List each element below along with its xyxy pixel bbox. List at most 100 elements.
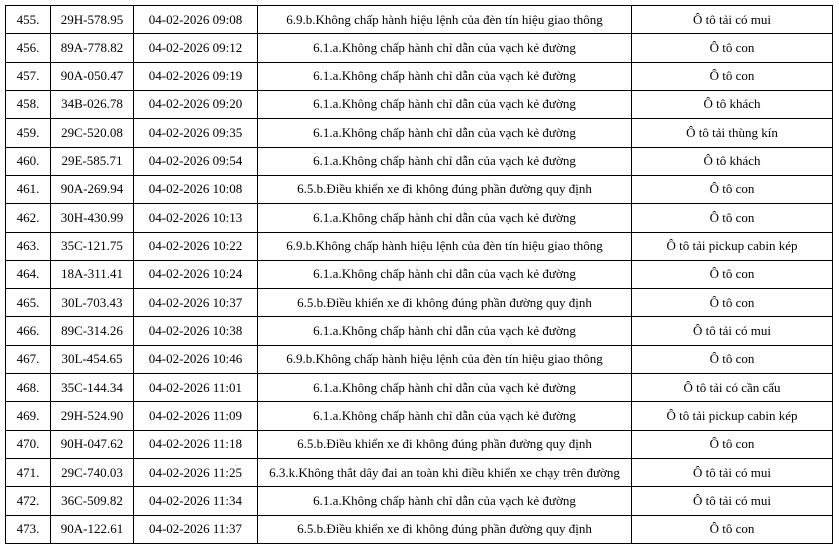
cell-license-plate: 30L-703.43: [50, 288, 134, 318]
table-row: 470. 90H-047.62 04-02-2026 11:18 6.5.b.Điều…: [5, 429, 833, 460]
cell-violation-datetime: 04-02-2026 10:22: [133, 231, 258, 261]
table-row: 468. 35C-144.34 04-02-2026 11:01 6.1.a.Khôn…: [5, 373, 833, 403]
cell-row-number: 467.: [5, 344, 51, 375]
cell-vehicle-type: Ô tô tải có mui: [631, 4, 833, 35]
cell-vehicle-type: Ô tô tải thùng kín: [631, 118, 833, 148]
cell-violation-description: 6.1.a.Không chấp hành chỉ dẫn của vạch k…: [257, 61, 632, 91]
table-row: 466. 89C-314.26 04-02-2026 10:38 6.1.a.Khôn…: [5, 316, 833, 346]
cell-vehicle-type: Ô tô tải có mui: [631, 316, 833, 346]
cell-violation-datetime: 04-02-2026 10:24: [133, 259, 258, 290]
cell-license-plate: 90H-047.62: [50, 429, 134, 460]
table-row: 462. 30H-430.99 04-02-2026 10:13 6.1.a.Khôn…: [5, 203, 833, 233]
cell-violation-datetime: 04-02-2026 09:54: [133, 146, 258, 176]
table-row: 465. 30L-703.43 04-02-2026 10:37 6.5.b.Điều…: [5, 288, 833, 318]
cell-vehicle-type: Ô tô con: [631, 259, 833, 290]
cell-row-number: 462.: [5, 203, 51, 233]
cell-row-number: 472.: [5, 486, 51, 516]
cell-violation-datetime: 04-02-2026 11:25: [133, 457, 258, 488]
cell-license-plate: 89A-778.82: [50, 33, 134, 63]
cell-violation-datetime: 04-02-2026 09:19: [133, 61, 258, 91]
cell-violation-datetime: 04-02-2026 11:18: [133, 429, 258, 460]
cell-license-plate: 90A-050.47: [50, 61, 134, 91]
cell-violation-description: 6.1.a.Không chấp hành chỉ dẫn của vạch k…: [257, 203, 632, 233]
cell-row-number: 456.: [5, 33, 51, 63]
cell-vehicle-type: Ô tô con: [631, 203, 833, 233]
cell-violation-description: 6.1.a.Không chấp hành chỉ dẫn của vạch k…: [257, 89, 632, 120]
cell-vehicle-type: Ô tô con: [631, 61, 833, 91]
cell-row-number: 463.: [5, 231, 51, 261]
violations-table: 455. 29H-578.95 04-02-2026 09:08 6.9.b.Khôn…: [5, 4, 833, 545]
cell-vehicle-type: Ô tô tải có mui: [631, 486, 833, 516]
cell-violation-description: 6.1.a.Không chấp hành chỉ dẫn của vạch k…: [257, 373, 632, 403]
cell-violation-description: 6.9.b.Không chấp hành hiệu lệnh của đèn …: [257, 4, 632, 35]
cell-license-plate: 29C-520.08: [50, 118, 134, 148]
cell-violation-description: 6.3.k.Không thắt dây đai an toàn khi điề…: [257, 457, 632, 488]
cell-violation-datetime: 04-02-2026 09:08: [133, 4, 258, 35]
cell-violation-description: 6.9.b.Không chấp hành hiệu lệnh của đèn …: [257, 344, 632, 375]
table-row: 469. 29H-524.90 04-02-2026 11:09 6.1.a.Khôn…: [5, 401, 833, 431]
cell-license-plate: 29H-524.90: [50, 401, 134, 431]
cell-vehicle-type: Ô tô tải có mui: [631, 457, 833, 488]
table-row: 455. 29H-578.95 04-02-2026 09:08 6.9.b.Khôn…: [5, 4, 833, 35]
table-row: 460. 29E-585.71 04-02-2026 09:54 6.1.a.Khôn…: [5, 146, 833, 176]
cell-violation-datetime: 04-02-2026 11:37: [133, 514, 258, 545]
cell-violation-datetime: 04-02-2026 11:01: [133, 373, 258, 403]
cell-violation-description: 6.1.a.Không chấp hành chỉ dẫn của vạch k…: [257, 259, 632, 290]
table-row: 472. 36C-509.82 04-02-2026 11:34 6.1.a.Khôn…: [5, 486, 833, 516]
cell-vehicle-type: Ô tô tải pickup cabin kép: [631, 401, 833, 431]
cell-vehicle-type: Ô tô tải có cần cẩu: [631, 373, 833, 403]
table-row: 459. 29C-520.08 04-02-2026 09:35 6.1.a.Khôn…: [5, 118, 833, 148]
cell-violation-datetime: 04-02-2026 09:20: [133, 89, 258, 120]
violations-table-body: 455. 29H-578.95 04-02-2026 09:08 6.9.b.Khôn…: [5, 4, 833, 545]
table-row: 467. 30L-454.65 04-02-2026 10:46 6.9.b.Khôn…: [5, 344, 833, 375]
cell-row-number: 465.: [5, 288, 51, 318]
cell-violation-description: 6.1.a.Không chấp hành chỉ dẫn của vạch k…: [257, 33, 632, 63]
cell-vehicle-type: Ô tô con: [631, 174, 833, 205]
cell-violation-description: 6.1.a.Không chấp hành chỉ dẫn của vạch k…: [257, 146, 632, 176]
cell-violation-datetime: 04-02-2026 09:35: [133, 118, 258, 148]
cell-violation-description: 6.5.b.Điều khiển xe đi không đúng phần đ…: [257, 174, 632, 205]
cell-license-plate: 18A-311.41: [50, 259, 134, 290]
cell-violation-description: 6.1.a.Không chấp hành chỉ dẫn của vạch k…: [257, 316, 632, 346]
cell-violation-datetime: 04-02-2026 10:13: [133, 203, 258, 233]
table-row: 461. 90A-269.94 04-02-2026 10:08 6.5.b.Điều…: [5, 174, 833, 205]
cell-row-number: 469.: [5, 401, 51, 431]
cell-row-number: 458.: [5, 89, 51, 120]
cell-vehicle-type: Ô tô khách: [631, 146, 833, 176]
cell-vehicle-type: Ô tô con: [631, 514, 833, 545]
cell-violation-description: 6.5.b.Điều khiển xe đi không đúng phần đ…: [257, 514, 632, 545]
table-row: 464. 18A-311.41 04-02-2026 10:24 6.1.a.Khôn…: [5, 259, 833, 290]
cell-vehicle-type: Ô tô tải pickup cabin kép: [631, 231, 833, 261]
cell-violation-description: 6.1.a.Không chấp hành chỉ dẫn của vạch k…: [257, 401, 632, 431]
cell-violation-datetime: 04-02-2026 11:34: [133, 486, 258, 516]
cell-license-plate: 29H-578.95: [50, 4, 134, 35]
cell-license-plate: 35C-144.34: [50, 373, 134, 403]
cell-license-plate: 30H-430.99: [50, 203, 134, 233]
table-row: 463. 35C-121.75 04-02-2026 10:22 6.9.b.Khôn…: [5, 231, 833, 261]
cell-license-plate: 90A-269.94: [50, 174, 134, 205]
cell-row-number: 466.: [5, 316, 51, 346]
cell-row-number: 471.: [5, 457, 51, 488]
cell-violation-datetime: 04-02-2026 10:38: [133, 316, 258, 346]
table-row: 473. 90A-122.61 04-02-2026 11:37 6.5.b.Điều…: [5, 514, 833, 545]
cell-license-plate: 30L-454.65: [50, 344, 134, 375]
table-row: 471. 29C-740.03 04-02-2026 11:25 6.3.k.Khôn…: [5, 457, 833, 488]
cell-violation-datetime: 04-02-2026 11:09: [133, 401, 258, 431]
cell-license-plate: 34B-026.78: [50, 89, 134, 120]
cell-violation-description: 6.9.b.Không chấp hành hiệu lệnh của đèn …: [257, 231, 632, 261]
cell-license-plate: 29C-740.03: [50, 457, 134, 488]
table-row: 456. 89A-778.82 04-02-2026 09:12 6.1.a.Khôn…: [5, 33, 833, 63]
cell-row-number: 460.: [5, 146, 51, 176]
cell-license-plate: 29E-585.71: [50, 146, 134, 176]
cell-violation-description: 6.1.a.Không chấp hành chỉ dẫn của vạch k…: [257, 486, 632, 516]
cell-license-plate: 36C-509.82: [50, 486, 134, 516]
cell-row-number: 464.: [5, 259, 51, 290]
cell-row-number: 461.: [5, 174, 51, 205]
cell-license-plate: 35C-121.75: [50, 231, 134, 261]
cell-violation-datetime: 04-02-2026 09:12: [133, 33, 258, 63]
cell-violation-datetime: 04-02-2026 10:08: [133, 174, 258, 205]
cell-row-number: 459.: [5, 118, 51, 148]
cell-vehicle-type: Ô tô con: [631, 429, 833, 460]
cell-violation-datetime: 04-02-2026 10:46: [133, 344, 258, 375]
